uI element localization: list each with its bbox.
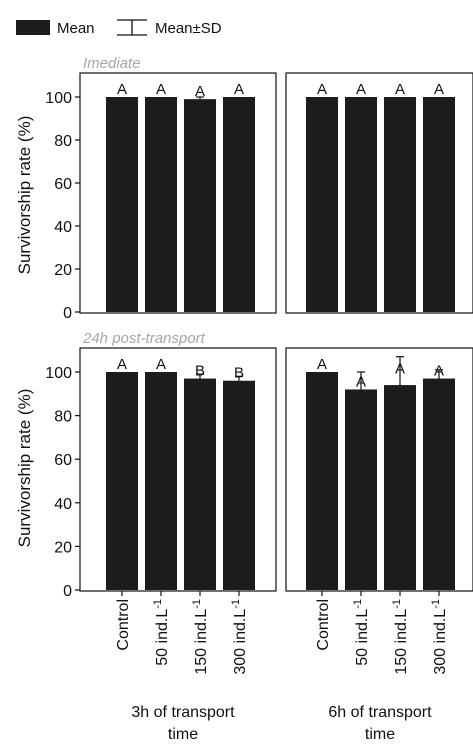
x-tick-label: Control xyxy=(315,599,332,651)
x-tick-label: 300 ind.L-1 xyxy=(230,599,249,675)
bar-1 xyxy=(106,372,138,590)
y-tick-label: 20 xyxy=(54,262,72,279)
significance-letter: B xyxy=(234,365,244,382)
significance-letter: A xyxy=(156,81,166,98)
y-axis-label-bottom: Survivorship rate (%) xyxy=(15,389,34,548)
panel-4: A A A A Control 50 ind.L-1 150 ind.L-1 300 ind.… xyxy=(286,348,473,675)
significance-letter: A xyxy=(395,361,405,378)
y-tick-label: 40 xyxy=(54,219,72,236)
y-tick-label: 100 xyxy=(45,365,72,382)
y-tick-label: 100 xyxy=(45,90,72,107)
y-tick-label: 60 xyxy=(54,176,72,193)
bar-4 xyxy=(223,381,255,590)
bar-2 xyxy=(345,389,377,590)
y-tick-label: 20 xyxy=(54,539,72,556)
bar-4 xyxy=(223,97,255,312)
y-tick-label: 40 xyxy=(54,496,72,513)
significance-letter: A xyxy=(356,81,366,98)
legend-mean-swatch xyxy=(16,20,50,35)
significance-letter: B xyxy=(195,363,205,380)
bar-1 xyxy=(106,97,138,312)
bar-3 xyxy=(384,97,416,312)
bar-3 xyxy=(184,379,216,590)
bar-2 xyxy=(145,97,177,312)
y-tick-label: 80 xyxy=(54,409,72,426)
group-label-6h-line2: time xyxy=(365,726,395,743)
x-tick-label: 50 ind.L-1 xyxy=(152,599,171,666)
bar-2 xyxy=(345,97,377,312)
chart-panels: 0 20 40 60 80 100 A A A A A A A A 0 20 40 60 80 100 A A B B Cont… xyxy=(45,73,473,675)
significance-letter: A xyxy=(434,81,444,98)
group-label-6h: 6h of transport time xyxy=(328,704,432,743)
significance-letter: A xyxy=(156,356,166,373)
legend-sd-symbol xyxy=(117,20,147,35)
x-tick-label: 50 ind.L-1 xyxy=(352,599,371,666)
group-label-3h-line2: time xyxy=(168,726,198,743)
row-label-immediate: Imediate xyxy=(83,55,141,72)
significance-letter: A xyxy=(195,83,205,100)
y-tick-label: 60 xyxy=(54,452,72,469)
bar-1 xyxy=(306,372,338,590)
legend-mean-label: Mean xyxy=(57,20,95,37)
bar-2 xyxy=(145,372,177,590)
group-label-3h-line1: 3h of transport xyxy=(131,704,235,721)
bar-3 xyxy=(384,385,416,590)
legend: Mean Mean±SD xyxy=(16,20,222,37)
row-label-24h: 24h post-transport xyxy=(82,330,206,347)
group-label-6h-line1: 6h of transport xyxy=(328,704,432,721)
y-tick-label: 0 xyxy=(63,583,72,600)
y-tick-label: 80 xyxy=(54,133,72,150)
x-tick-label: 300 ind.L-1 xyxy=(430,599,449,675)
significance-letter: A xyxy=(117,356,127,373)
significance-letter: A xyxy=(356,373,366,390)
bar-4 xyxy=(423,379,455,590)
significance-letter: A xyxy=(317,81,327,98)
bar-3 xyxy=(184,99,216,312)
significance-letter: A xyxy=(395,81,405,98)
x-tick-label: 150 ind.L-1 xyxy=(391,599,410,675)
significance-letter: A xyxy=(434,363,444,380)
x-tick-label: 150 ind.L-1 xyxy=(191,599,210,675)
legend-sd-label: Mean±SD xyxy=(155,20,222,37)
y-tick-label: 0 xyxy=(63,305,72,322)
bar-4 xyxy=(423,97,455,312)
panel-1: 0 20 40 60 80 100 A A A A xyxy=(45,73,276,322)
x-tick-label: Control xyxy=(115,599,132,651)
panel-3: 0 20 40 60 80 100 A A B B Control 50 ind.L-1 150 ind… xyxy=(45,348,276,675)
y-axis-label-top: Survivorship rate (%) xyxy=(15,116,34,275)
significance-letter: A xyxy=(117,81,127,98)
group-label-3h: 3h of transport time xyxy=(131,704,235,743)
bar-1 xyxy=(306,97,338,312)
significance-letter: A xyxy=(234,81,244,98)
significance-letter: A xyxy=(317,356,327,373)
